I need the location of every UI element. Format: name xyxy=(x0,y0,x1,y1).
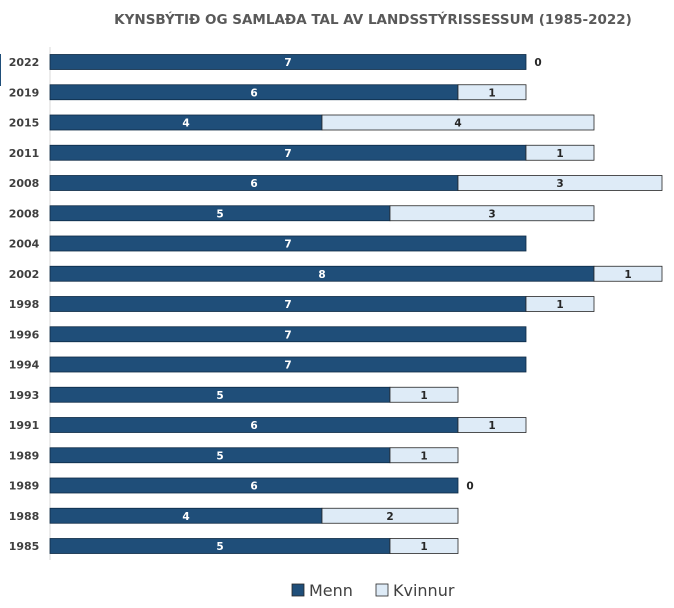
data-label-menn: 7 xyxy=(284,239,291,251)
legend-label: Kvinnur xyxy=(393,581,455,600)
data-label-menn: 7 xyxy=(284,329,291,341)
legend-swatch xyxy=(291,583,305,597)
data-label-menn: 5 xyxy=(216,450,223,462)
y-tick-label: 2008 xyxy=(9,177,40,190)
y-tick-label: 1993 xyxy=(9,389,40,402)
bar-menn xyxy=(49,235,527,252)
bar-kvinnur xyxy=(389,386,459,403)
data-label-menn: 6 xyxy=(250,178,257,190)
data-label-kvinnur: 3 xyxy=(556,178,563,190)
y-tick-label: 1994 xyxy=(9,359,40,372)
y-tick-label: 1988 xyxy=(9,510,40,523)
bar-kvinnur xyxy=(389,205,595,222)
data-label-kvinnur: 1 xyxy=(420,450,427,462)
bar-kvinnur xyxy=(525,296,595,312)
y-tick-label: 1989 xyxy=(9,480,40,493)
bar-kvinnur xyxy=(321,507,459,524)
y-tick-label: 1998 xyxy=(9,298,40,311)
data-label-menn: 7 xyxy=(284,299,291,311)
y-tick-label: 2002 xyxy=(9,268,40,281)
data-label-menn: 4 xyxy=(182,118,189,130)
data-label-menn: 6 xyxy=(250,420,257,432)
data-label-kvinnur: 1 xyxy=(624,269,631,281)
data-label-kvinnur: 4 xyxy=(454,118,461,130)
bar-menn xyxy=(49,326,527,343)
data-label-kvinnur: 1 xyxy=(420,390,427,402)
bar-menn xyxy=(49,356,527,373)
y-tick-label: 2019 xyxy=(9,86,40,99)
bar-menn xyxy=(49,54,527,70)
data-label-kvinnur: 0 xyxy=(466,481,473,493)
data-label-kvinnur: 1 xyxy=(488,87,495,99)
y-tick-label: 2015 xyxy=(9,117,40,130)
data-label-kvinnur: 0 xyxy=(534,57,541,69)
data-label-menn: 5 xyxy=(216,541,223,553)
data-label-kvinnur: 1 xyxy=(488,420,495,432)
data-label-kvinnur: 1 xyxy=(556,299,563,311)
chart-title: KYNSBÝTIÐ OG SAMLAÐA TAL AV LANDSSTÝRISS… xyxy=(114,10,632,28)
bar-kvinnur xyxy=(593,265,663,282)
bar-kvinnur xyxy=(389,447,459,464)
y-tick-label: 1985 xyxy=(9,540,40,553)
data-label-menn: 6 xyxy=(250,481,257,493)
y-tick-label: 2022 xyxy=(9,56,40,69)
data-label-kvinnur: 2 xyxy=(386,511,393,523)
y-tick-label: 2004 xyxy=(9,238,40,251)
bar-kvinnur xyxy=(457,84,527,101)
data-label-menn: 7 xyxy=(284,57,291,69)
data-label-menn: 7 xyxy=(284,360,291,372)
legend: Menn Kvinnur xyxy=(291,581,455,600)
data-label-kvinnur: 3 xyxy=(488,208,495,220)
y-tick-label: 2011 xyxy=(9,147,40,160)
y-tick-label: 1991 xyxy=(9,419,40,432)
bar-kvinnur xyxy=(389,538,459,554)
data-label-kvinnur: 1 xyxy=(420,541,427,553)
data-label-menn: 4 xyxy=(182,511,189,523)
y-tick-label: 1996 xyxy=(9,328,40,341)
data-label-menn: 6 xyxy=(250,87,257,99)
bar-kvinnur xyxy=(457,175,663,191)
data-label-menn: 5 xyxy=(216,390,223,402)
data-label-menn: 5 xyxy=(216,208,223,220)
bar-kvinnur xyxy=(457,417,527,433)
y-tick-label: 1989 xyxy=(9,449,40,462)
data-label-menn: 8 xyxy=(318,269,325,281)
data-label-menn: 7 xyxy=(284,148,291,160)
data-label-kvinnur: 1 xyxy=(556,148,563,160)
legend-label: Menn xyxy=(309,581,353,600)
legend-swatch xyxy=(375,583,389,597)
y-tick-label: 2008 xyxy=(9,207,40,220)
bar-menn xyxy=(49,477,459,494)
bar-kvinnur xyxy=(321,114,595,131)
bar-kvinnur xyxy=(525,144,595,161)
